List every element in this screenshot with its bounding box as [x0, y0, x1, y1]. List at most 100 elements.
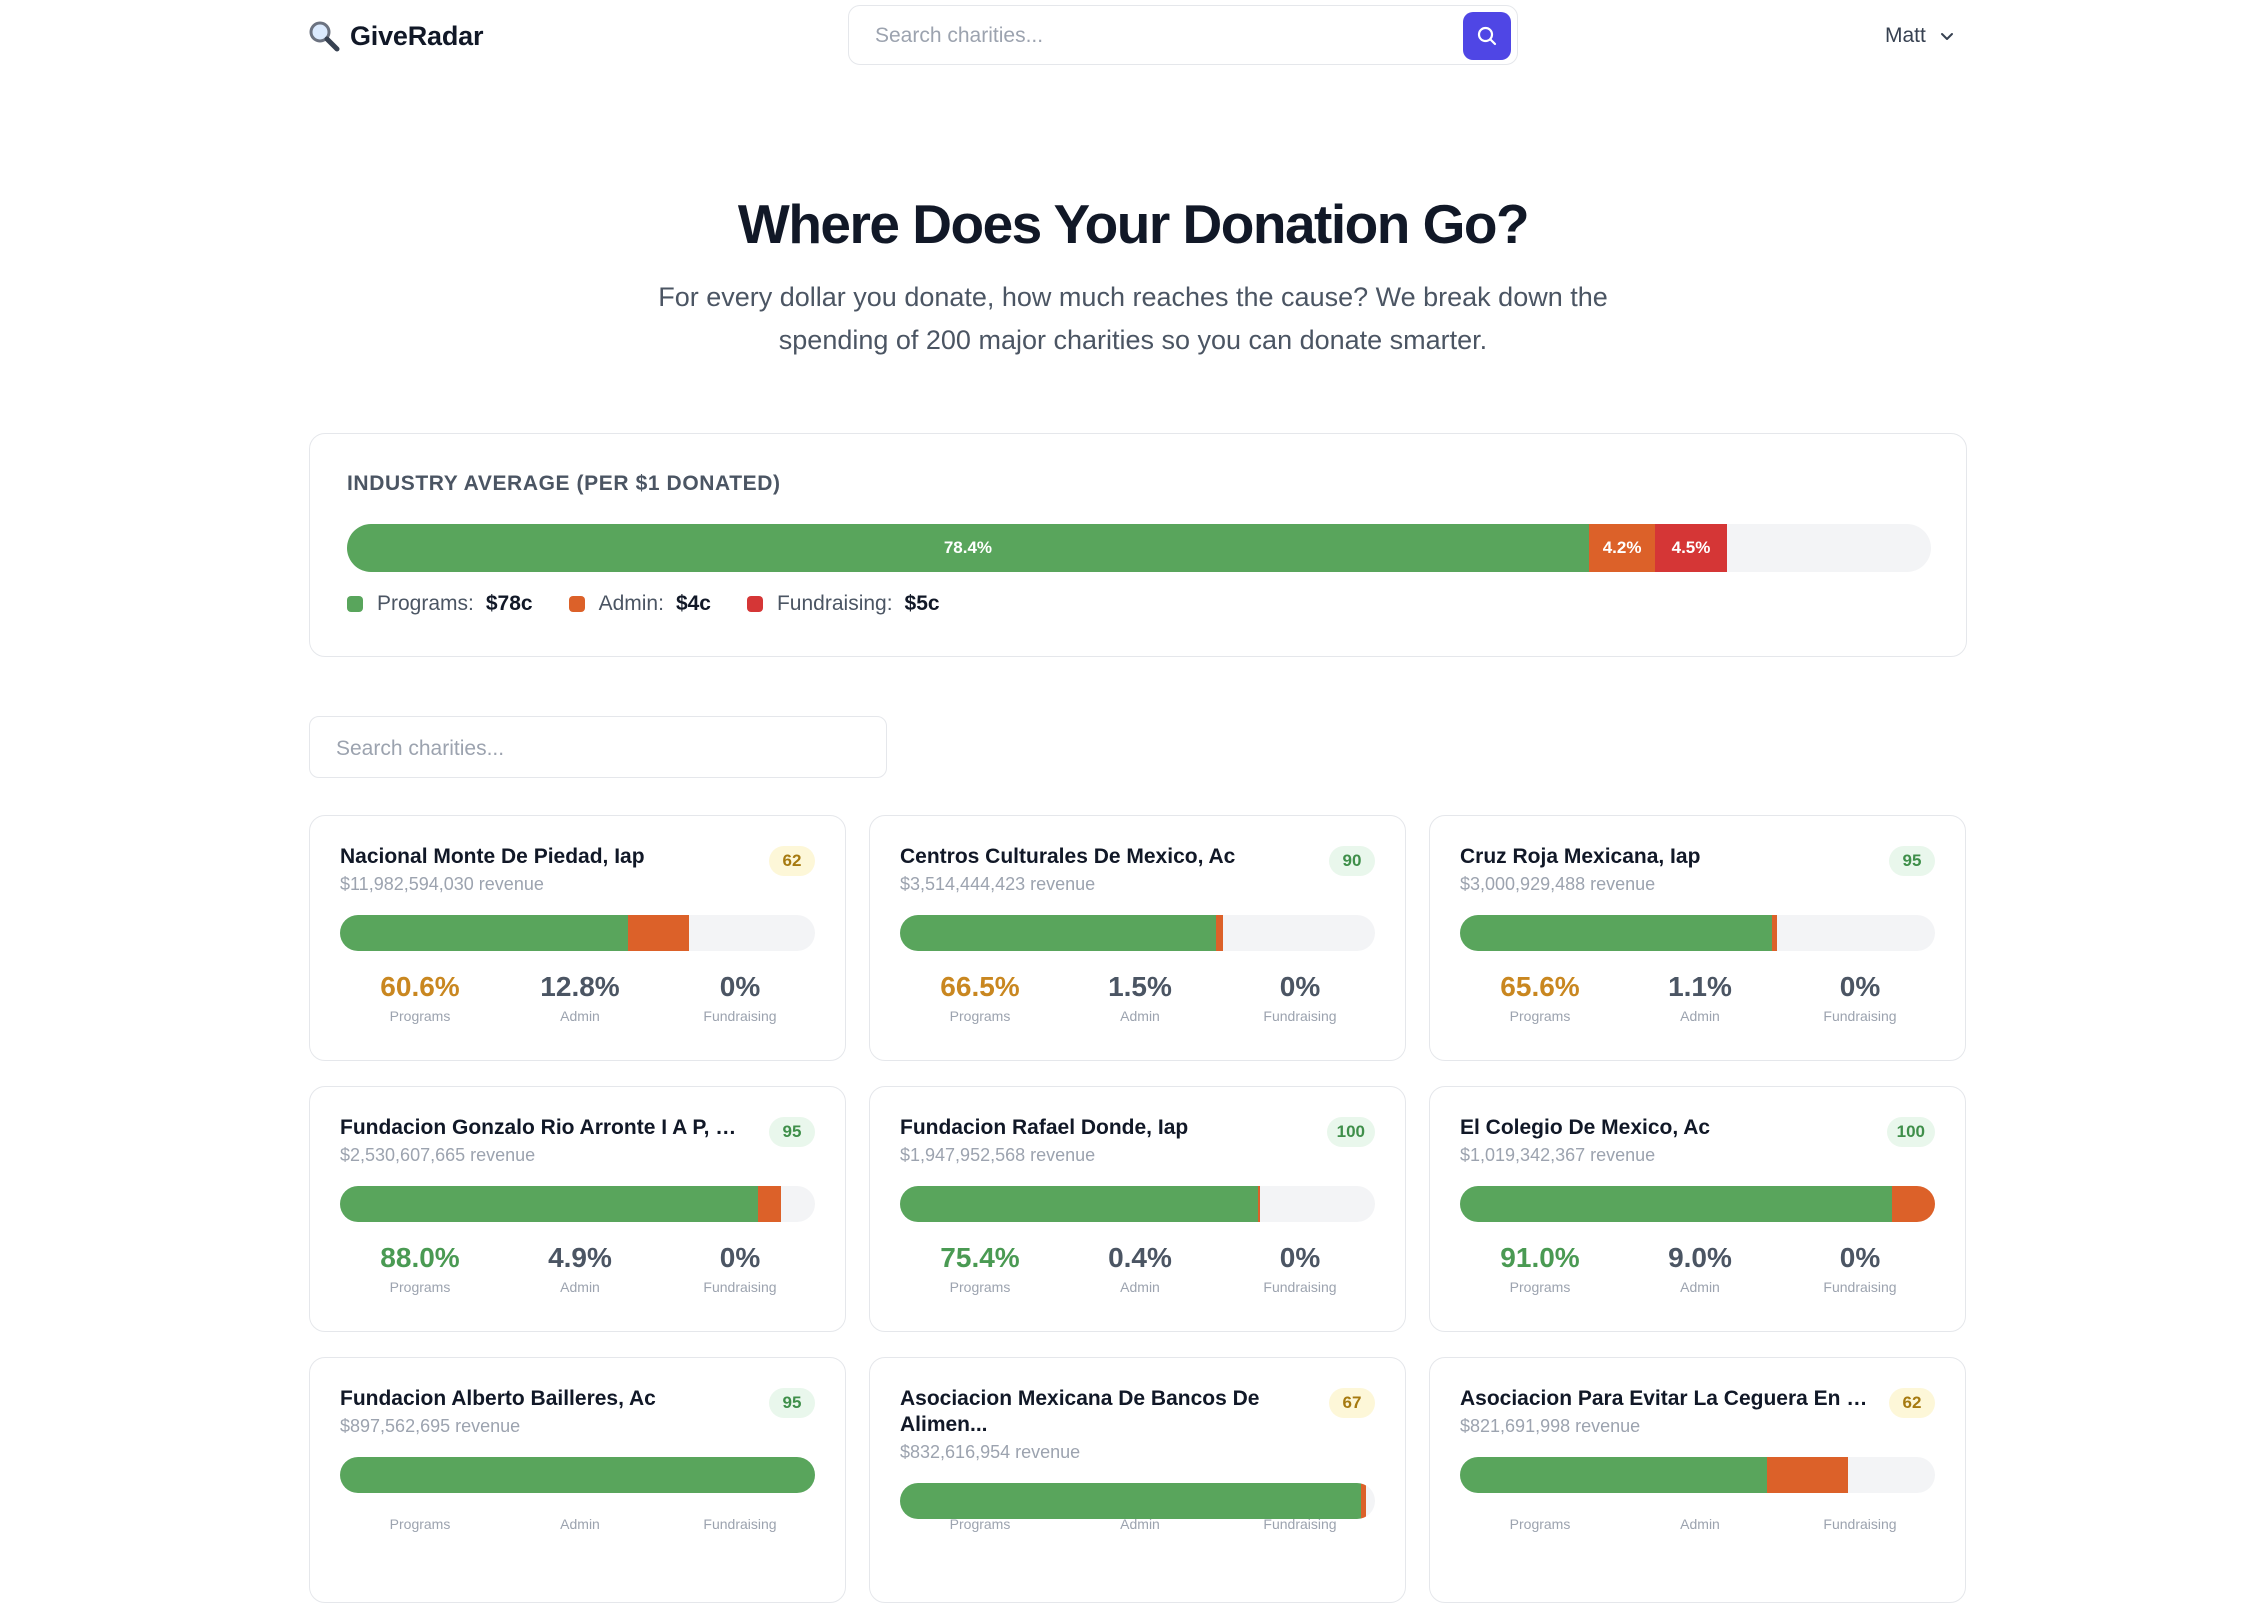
logo[interactable]: GiveRadar [308, 16, 483, 56]
legend-programs: Programs: $78c [347, 592, 533, 616]
charity-card[interactable]: Fundacion Alberto Bailleres, Ac $897,562… [309, 1357, 846, 1603]
legend-value: $4c [675, 592, 711, 615]
programs-segment [900, 1186, 1259, 1222]
programs-segment [340, 1457, 815, 1493]
programs-value: 65.6% [1500, 971, 1580, 1002]
admin-value: 12.8% [540, 971, 620, 1002]
fundraising-stat: 0% Fundraising [1220, 970, 1380, 1024]
programs-color-swatch [347, 596, 363, 612]
admin-label: Admin [1680, 1008, 1720, 1024]
admin-color-swatch [568, 596, 585, 612]
spending-stats: 60.6% Programs 12.8% Admin 0% Fundraisin… [340, 970, 820, 1024]
fundraising-stat: 0% Fundraising [660, 970, 820, 1024]
logo-text: GiveRadar [350, 20, 484, 51]
fundraising-label: Fundraising [1263, 1279, 1337, 1295]
legend-fundraising: Fundraising: $5c [746, 592, 940, 616]
charity-revenue: $3,000,929,488 revenue [1460, 874, 1656, 894]
charity-search [309, 716, 887, 778]
charity-name: Asociacion Mexicana De Bancos De Alimen.… [900, 1387, 1260, 1436]
programs-label: Programs [1509, 1008, 1571, 1024]
admin-segment: 4.2% [1588, 524, 1656, 572]
charity-search-input[interactable] [334, 729, 858, 769]
programs-segment [1460, 915, 1772, 951]
fundraising-stat: 0% Fundraising [1220, 1241, 1380, 1295]
admin-segment [1766, 1457, 1849, 1493]
page-title: Where Does Your Donation Go? [737, 193, 1530, 255]
programs-label: Programs [389, 1279, 451, 1295]
programs-label: Programs [949, 1516, 1011, 1532]
charity-card[interactable]: Centros Culturales De Mexico, Ac $3,514,… [869, 815, 1406, 1061]
score-badge: 95 [769, 1388, 815, 1418]
fundraising-value: 0% [719, 1242, 761, 1273]
fundraising-segment: 4.5% [1655, 524, 1727, 572]
page-subtitle: For every dollar you donate, how much re… [658, 282, 1608, 355]
admin-label: Admin [560, 1516, 600, 1532]
charity-revenue: $897,562,695 revenue [340, 1416, 521, 1436]
charity-name: Fundacion Rafael Donde, Iap [900, 1116, 1189, 1139]
programs-stat: 75.4% Programs [900, 1241, 1060, 1295]
spending-bar [1460, 1186, 1935, 1222]
header-search-button[interactable] [1463, 12, 1511, 60]
admin-stat: 1.1% Admin [1620, 970, 1780, 1024]
charity-card[interactable]: Fundacion Rafael Donde, Iap $1,947,952,5… [869, 1086, 1406, 1332]
programs-value: 60.6% [380, 971, 460, 1002]
spending-stats: 65.6% Programs 1.1% Admin 0% Fundraising [1460, 970, 1940, 1024]
fundraising-label: Fundraising [703, 1008, 777, 1024]
charity-revenue: $832,616,954 revenue [900, 1442, 1081, 1462]
spending-stats: 75.4% Programs 0.4% Admin 0% Fundraising [900, 1241, 1380, 1295]
programs-label: Programs [949, 1008, 1011, 1024]
charity-card-grid: Nacional Monte De Piedad, Iap $11,982,59… [309, 815, 1967, 1603]
admin-stat: 0.4% Admin [1060, 1241, 1220, 1295]
charity-name: Fundacion Alberto Bailleres, Ac [340, 1387, 656, 1410]
admin-stat: 9.0% Admin [1620, 1241, 1780, 1295]
programs-stat: 60.6% Programs [340, 970, 500, 1024]
admin-value: 1.5% [1108, 971, 1172, 1002]
programs-segment [340, 1186, 758, 1222]
score-badge: 62 [1889, 1388, 1935, 1418]
fundraising-value: 0% [1839, 1242, 1881, 1273]
charity-name: El Colegio De Mexico, Ac [1460, 1116, 1711, 1139]
score-badge: 90 [1329, 846, 1375, 876]
programs-segment [900, 915, 1216, 951]
top-navbar: GiveRadar Matt [0, 0, 2266, 72]
spending-stats: 91.0% Programs 9.0% Admin 0% Fundraising [1460, 1241, 1940, 1295]
programs-value: 88.0% [380, 1242, 460, 1273]
fundraising-value: 0% [1279, 971, 1321, 1002]
charity-name: Fundacion Gonzalo Rio Arronte I A P, Si.… [340, 1116, 750, 1139]
admin-stat: 1.5% Admin [1060, 970, 1220, 1024]
charity-name: Nacional Monte De Piedad, Iap [340, 845, 645, 868]
fundraising-label: Fundraising [1263, 1516, 1337, 1532]
programs-value: 75.4% [940, 1242, 1020, 1273]
programs-value: 66.5% [940, 971, 1020, 1002]
spending-bar [340, 915, 815, 951]
admin-label: Admin [1120, 1279, 1160, 1295]
charity-card[interactable]: Fundacion Gonzalo Rio Arronte I A P, Si.… [309, 1086, 846, 1332]
spending-bar [340, 1186, 815, 1222]
spending-bar [900, 1186, 1375, 1222]
charity-name: Centros Culturales De Mexico, Ac [900, 845, 1236, 868]
fundraising-value: 0% [719, 971, 761, 1002]
spending-stats: Programs Admin Fundraising [340, 1512, 820, 1532]
charity-card[interactable]: El Colegio De Mexico, Ac $1,019,342,367 … [1429, 1086, 1966, 1332]
admin-value: 9.0% [1668, 1242, 1732, 1273]
charity-revenue: $1,019,342,367 revenue [1460, 1145, 1656, 1165]
search-icon [1477, 26, 1497, 46]
programs-label: Programs [389, 1516, 451, 1532]
charity-card[interactable]: Asociacion Mexicana De Bancos De Alimen.… [869, 1357, 1406, 1603]
charity-card[interactable]: Asociacion Para Evitar La Ceguera En Me.… [1429, 1357, 1966, 1603]
admin-stat: Admin [1060, 1512, 1220, 1532]
legend-label: Programs: [377, 592, 474, 615]
admin-value: 4.9% [548, 1242, 612, 1273]
fundraising-stat: Fundraising [1780, 1512, 1940, 1532]
admin-stat: Admin [500, 1512, 660, 1532]
spending-bar [340, 1457, 815, 1493]
admin-value: 0.4% [1108, 1242, 1172, 1273]
admin-segment [1771, 915, 1777, 951]
charity-card[interactable]: Cruz Roja Mexicana, Iap $3,000,929,488 r… [1429, 815, 1966, 1061]
admin-segment [1892, 1186, 1935, 1222]
programs-stat: 88.0% Programs [340, 1241, 500, 1295]
charity-card[interactable]: Nacional Monte De Piedad, Iap $11,982,59… [309, 815, 846, 1061]
user-menu[interactable]: Matt [1885, 18, 1956, 54]
programs-label: Programs [949, 1279, 1011, 1295]
header-search-input[interactable] [873, 16, 1417, 56]
